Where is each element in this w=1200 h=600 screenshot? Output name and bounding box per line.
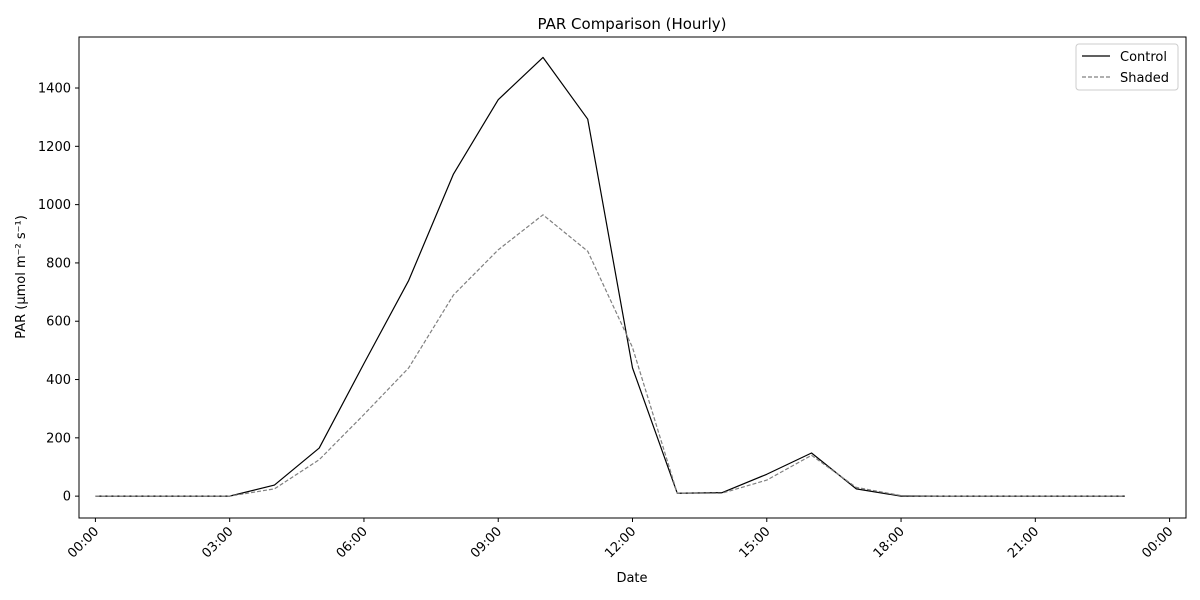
- legend-label-control: Control: [1120, 50, 1167, 65]
- x-tick-label: 15:00: [736, 524, 773, 561]
- y-tick-label: 600: [46, 315, 71, 330]
- y-tick-label: 400: [46, 373, 71, 388]
- x-tick-label: 00:00: [65, 524, 102, 561]
- series-line-control: [95, 56, 1125, 497]
- x-axis-label: Date: [616, 571, 647, 586]
- y-axis-label: PAR (µmol m⁻² s⁻¹): [14, 215, 29, 339]
- x-tick-label: 18:00: [871, 524, 908, 561]
- y-axis: 0 200 400 600 800 1000 1200 1400: [38, 82, 79, 505]
- x-tick-label: 00:00: [1139, 524, 1176, 561]
- legend-label-shaded: Shaded: [1120, 71, 1169, 86]
- y-tick-label: 1200: [38, 140, 71, 155]
- x-axis: 00:00 03:00 06:00 09:00 12:00 15:00 18:00 21:00…: [65, 518, 1176, 561]
- chart-title: PAR Comparison (Hourly): [538, 15, 727, 33]
- y-tick-label: 1000: [38, 198, 71, 213]
- series-layer: [95, 56, 1125, 497]
- x-tick-label: 06:00: [334, 524, 371, 561]
- x-tick-label: 09:00: [468, 524, 505, 561]
- x-tick-label: 21:00: [1005, 524, 1042, 561]
- legend: Control Shaded: [1075, 43, 1179, 91]
- plot-frame: [78, 36, 1187, 519]
- y-tick-label: 200: [46, 431, 71, 446]
- y-tick-label: 0: [63, 490, 71, 505]
- y-tick-label: 1400: [38, 82, 71, 97]
- series-line-shaded: [95, 214, 1125, 497]
- x-tick-label: 12:00: [602, 524, 639, 561]
- y-tick-label: 800: [46, 256, 71, 271]
- x-tick-label: 03:00: [199, 524, 236, 561]
